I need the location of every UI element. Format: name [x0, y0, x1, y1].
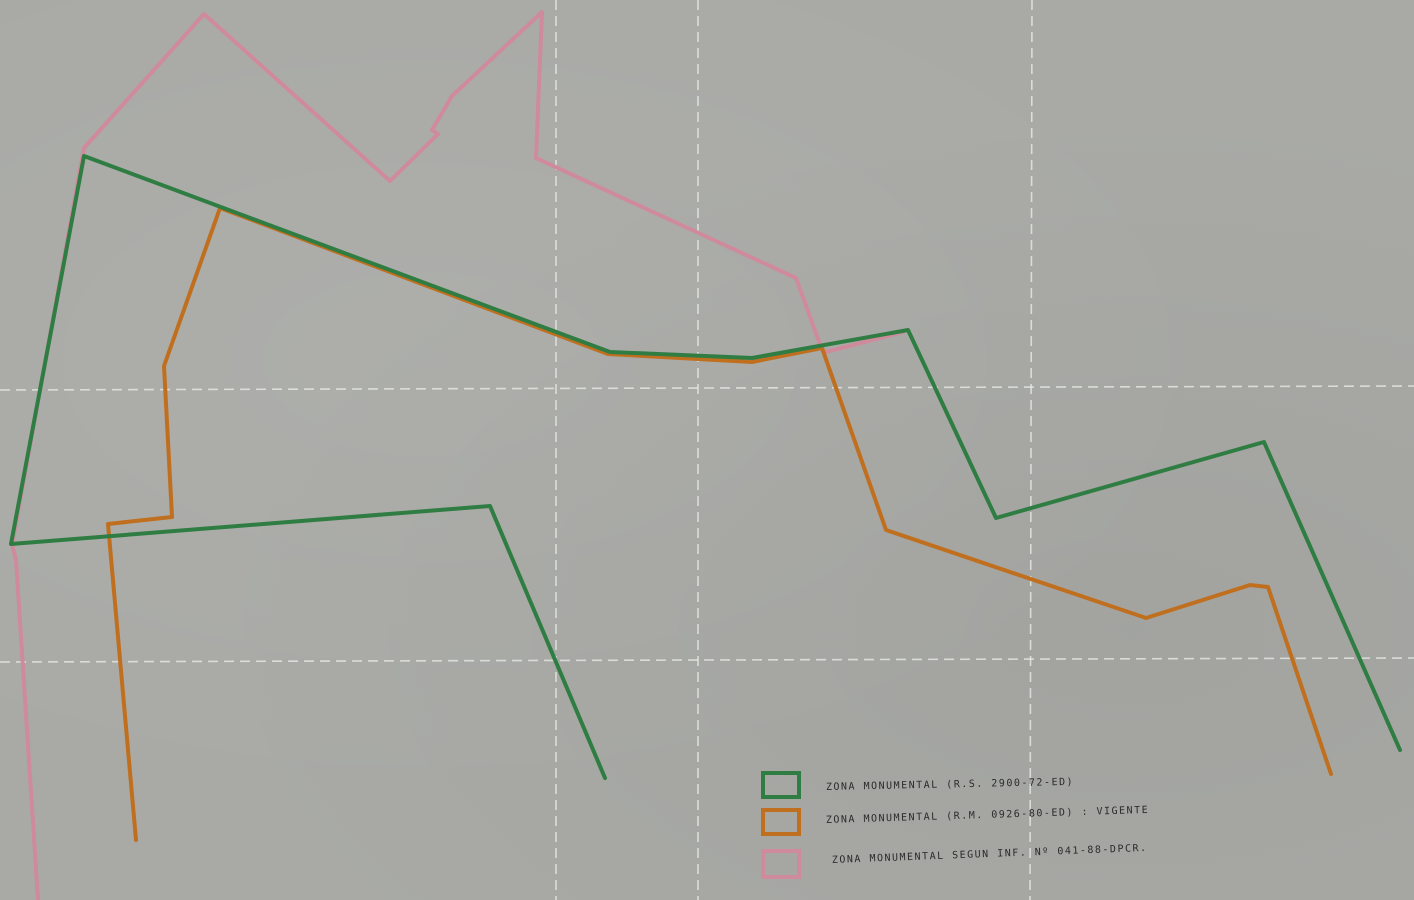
legend-item: ZONA MONUMENTAL SEGUN INF. Nº 041-88-DPC… [761, 843, 1148, 879]
legend-item: ZONA MONUMENTAL (R.S. 2900-72-ED) [761, 771, 1074, 799]
zone-boundary-orange [106, 206, 1333, 842]
legend-label: ZONA MONUMENTAL (R.M. 0926-80-ED) : VIGE… [826, 805, 1150, 826]
fold-line-vertical-right [1029, 0, 1033, 900]
fold-line-horizontal-lower [0, 657, 1414, 663]
legend-item: ZONA MONUMENTAL (R.M. 0926-80-ED) : VIGE… [761, 805, 1150, 836]
legend-swatch-green [761, 771, 801, 799]
legend-label: ZONA MONUMENTAL SEGUN INF. Nº 041-88-DPC… [832, 843, 1148, 866]
legend: ZONA MONUMENTAL (R.S. 2900-72-ED) ZONA M… [761, 771, 1150, 879]
legend-swatch-pink [761, 849, 801, 879]
zone-boundary-green [9, 154, 1402, 780]
fold-line-horizontal-upper [0, 385, 1414, 391]
legend-swatch-orange [761, 808, 801, 836]
zone-boundary-pink [10, 10, 905, 900]
legend-label: ZONA MONUMENTAL (R.S. 2900-72-ED) [826, 777, 1074, 793]
